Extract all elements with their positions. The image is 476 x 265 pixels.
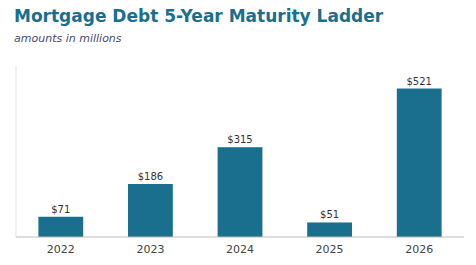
chart-container: Mortgage Debt 5-Year Maturity Ladder amou… [0, 0, 476, 265]
data-label: $521 [406, 76, 431, 87]
bar [397, 89, 442, 237]
bar [218, 147, 263, 237]
x-tick-labels: 2022 2023 2024 2025 2026 [47, 243, 433, 256]
bars [38, 89, 441, 237]
x-tick-label: 2025 [316, 243, 344, 256]
data-label: $315 [227, 134, 252, 145]
subtitle: amounts in millions [14, 32, 122, 45]
x-tick-label: 2022 [47, 243, 75, 256]
bar [38, 217, 83, 237]
y-axis-line [16, 66, 17, 237]
data-label: $186 [138, 171, 163, 182]
title: Mortgage Debt 5-Year Maturity Ladder [14, 6, 384, 26]
x-tick-label: 2023 [136, 243, 164, 256]
data-label: $71 [51, 204, 70, 215]
x-tick-label: 2024 [226, 243, 254, 256]
data-label: $51 [320, 209, 339, 220]
data-labels: $71 $186 $315 $51 $521 [51, 76, 432, 221]
chart-svg: Mortgage Debt 5-Year Maturity Ladder amou… [0, 0, 476, 265]
bar [128, 184, 173, 237]
x-tick-label: 2026 [405, 243, 433, 256]
x-axis-line [16, 237, 464, 238]
bar [307, 222, 352, 237]
